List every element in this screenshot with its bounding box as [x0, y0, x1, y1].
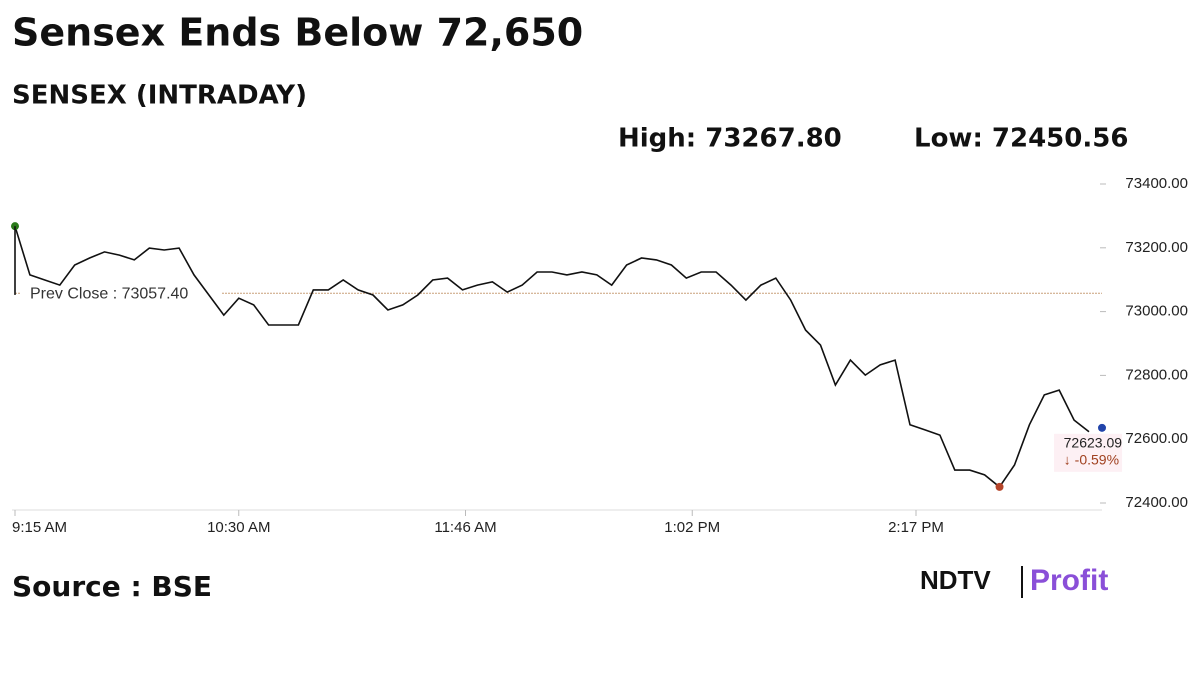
y-tick-label: 73000.00	[1125, 303, 1188, 320]
prev-close-bg	[20, 284, 222, 303]
source: Source : BSE	[12, 570, 212, 603]
high: High: 73267.80	[618, 124, 842, 154]
y-tick-label: 73200.00	[1125, 239, 1188, 256]
brand-sub: Profit	[1030, 564, 1108, 597]
price-line	[14, 225, 1090, 489]
y-tick-label: 72400.00	[1125, 494, 1188, 511]
y-tick-label: 72600.00	[1125, 430, 1188, 447]
low: Low: 72450.56	[914, 124, 1128, 154]
last-price: 72623.09	[1064, 435, 1123, 451]
title: Sensex Ends Below 72,650	[12, 11, 583, 55]
brand: NDTV	[920, 565, 991, 595]
subtitle: SENSEX (INTRADAY)	[12, 81, 307, 111]
x-tick-label: 1:02 PM	[664, 519, 720, 536]
plot: 72400.00 72600.00 72800.00 73000.00 73200.00…	[11, 175, 1188, 536]
x-tick-label: 2:17 PM	[888, 519, 944, 536]
y-tick-label: 73400.00	[1125, 175, 1188, 192]
last-change: ↓ -0.59%	[1064, 452, 1119, 468]
y-tick-label: 72800.00	[1125, 366, 1188, 383]
x-tick-label: 10:30 AM	[207, 519, 270, 536]
x-tick-label: 9:15 AM	[12, 519, 67, 536]
low-dot	[995, 482, 1004, 491]
prev-close-label: Prev Close : 73057.40	[30, 286, 188, 303]
last-dot	[1098, 423, 1106, 432]
last-bg	[1054, 433, 1123, 472]
x-tick-label: 11:46 AM	[434, 519, 496, 536]
